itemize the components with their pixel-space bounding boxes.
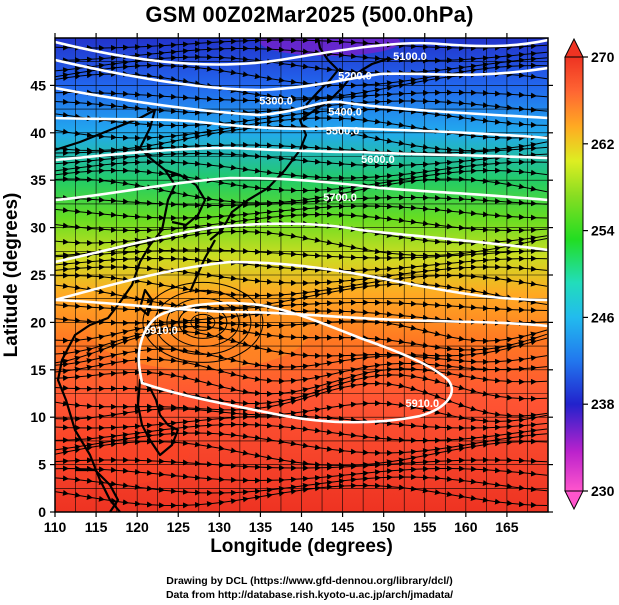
colorbar-bottom-arrow [564, 490, 584, 511]
colorbar-tick-label: 246 [591, 309, 615, 325]
x-tick-label: 140 [290, 519, 314, 535]
x-axis-label: Longitude (degrees) [210, 536, 393, 557]
x-tick-label: 155 [413, 519, 437, 535]
colorbar-tick-label: 238 [591, 396, 615, 412]
y-tick-label: 25 [30, 267, 46, 283]
contour-label: 5200.0 [338, 71, 372, 83]
y-axis-label-text: Latitude (degrees) [1, 192, 22, 358]
x-tick-label: 110 [44, 519, 67, 535]
x-tick-label: 130 [208, 519, 232, 535]
x-tick-label: 125 [167, 519, 191, 535]
credit-data-source: Data from http://database.rish.kyoto-u.a… [165, 589, 454, 601]
colorbar-tick-label: 262 [591, 136, 615, 152]
colorbar-tick-label: 254 [591, 223, 615, 239]
contour-5200 [55, 58, 548, 92]
contour-5910 [137, 301, 454, 424]
contour-label: 5500.0 [326, 126, 360, 138]
coastlines [55, 38, 391, 512]
contour-5100 [55, 38, 548, 66]
contour-label: 5400.0 [328, 107, 362, 119]
contour-label: 5600.0 [361, 154, 395, 166]
colorbar-body [564, 56, 584, 492]
contour-5500 [55, 146, 548, 162]
plot-area: 5100.0 5200.0 5300.0 5400.0 5500.0 5600.0 5700… [55, 38, 548, 512]
y-tick-label: 35 [30, 172, 46, 188]
chart-title: GSM 00Z02Mar2025 (500.0hPa) [145, 2, 474, 27]
colorbar: 230 238 246 254 262 270 [564, 37, 615, 511]
y-tick-label: 0 [38, 504, 46, 520]
x-tick-label: 165 [495, 519, 519, 535]
contour-5300 [55, 86, 548, 120]
x-tick-label: 135 [249, 519, 273, 535]
contour-label: 5300.0 [259, 95, 293, 107]
coastline-korea [164, 168, 207, 227]
x-axis-ticks: 110 115 120 125 130 135 140 145 150 155 160 165 [44, 33, 519, 535]
contour-5800 [55, 260, 548, 302]
y-axis-ticks: 0 5 10 15 20 25 30 35 40 45 [30, 77, 553, 520]
y-tick-label: 20 [30, 314, 46, 330]
coastline-philippines [136, 378, 180, 457]
grid-lines [55, 38, 548, 512]
contour-label: 5100.0 [393, 51, 427, 63]
x-tick-label: 145 [331, 519, 355, 535]
contour-label: 5910.0 [405, 398, 439, 410]
colorbar-tick-label: 270 [591, 49, 615, 65]
geopotential-contours [55, 38, 548, 424]
contour-label: 5700.0 [323, 192, 357, 204]
coastline-asia [55, 108, 177, 512]
contour-5600 [55, 176, 548, 202]
contour-5700 [55, 222, 548, 264]
x-tick-label: 115 [85, 519, 108, 535]
coastline-japan [209, 56, 391, 241]
credit-drawing: Drawing by DCL (https://www.gfd-dennou.o… [166, 575, 453, 587]
colorbar-ticks: 230 238 246 254 262 270 [583, 49, 615, 499]
y-tick-label: 40 [30, 125, 46, 141]
x-tick-label: 160 [454, 519, 478, 535]
colorbar-tick-label: 230 [591, 483, 615, 499]
contour-labels: 5100.0 5200.0 5300.0 5400.0 5500.0 5600.0 5700… [144, 51, 439, 410]
contour-5400 [55, 116, 548, 140]
coastline-kuril [305, 38, 340, 106]
x-tick-label: 120 [125, 519, 149, 535]
coastline-ryukyu [188, 239, 216, 293]
y-tick-label: 45 [30, 77, 46, 93]
y-tick-label: 30 [30, 220, 46, 236]
coastline-borneo [75, 468, 120, 512]
contour-5820 [55, 298, 548, 328]
y-tick-label: 10 [30, 409, 46, 425]
y-tick-label: 15 [30, 362, 46, 378]
colorbar-top-arrow [564, 37, 584, 58]
contour-label: 5910.0 [144, 325, 178, 337]
y-tick-label: 5 [38, 457, 46, 473]
x-tick-label: 150 [372, 519, 396, 535]
coastline-taiwan [138, 288, 154, 317]
